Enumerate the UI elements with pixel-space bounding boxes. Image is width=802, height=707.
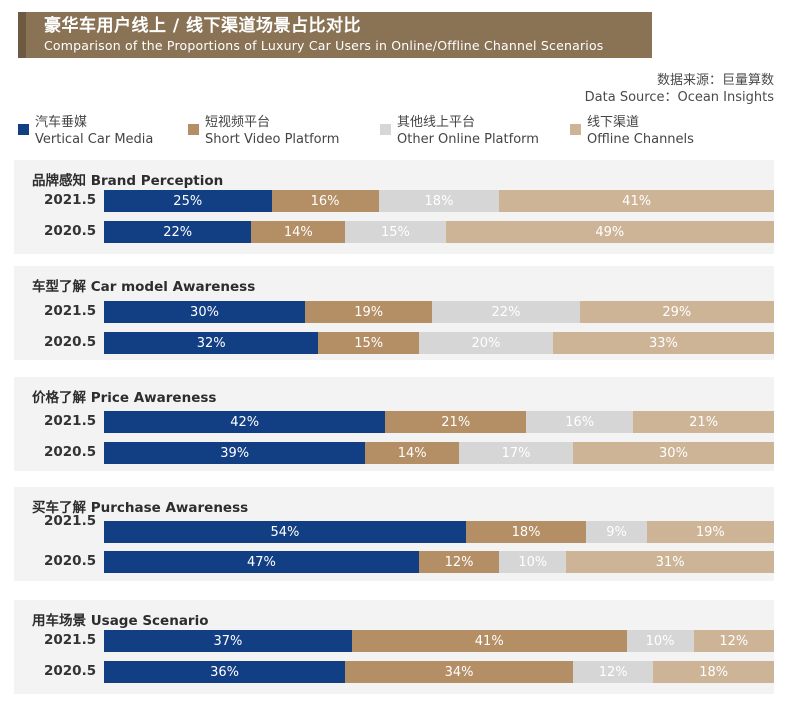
bar-segment: 16% <box>526 411 634 433</box>
row-label: 2020.5 <box>44 444 97 460</box>
stacked-bar: 30% 19% 22% 29% <box>104 301 774 323</box>
bar-segment: 18% <box>465 521 587 543</box>
legend-label-en: Short Video Platform <box>205 132 340 147</box>
bar-segment: 39% <box>104 442 366 464</box>
legend-label-en: Other Online Platform <box>397 132 539 147</box>
bar-segment: 31% <box>566 551 774 573</box>
data-source: 数据来源：巨量算数 Data Source：Ocean Insights <box>585 72 774 106</box>
bar-segment: 19% <box>305 301 433 323</box>
bar-segment: 54% <box>104 521 466 543</box>
row-label: 2020.5 <box>44 223 97 239</box>
bar-segment: 10% <box>626 630 694 652</box>
legend-label: 线下渠道 Offline Channels <box>587 114 694 148</box>
bar-segment: 32% <box>104 332 319 354</box>
data-source-zh: 数据来源：巨量算数 <box>656 73 774 88</box>
group-title: 车型了解 Car model Awareness <box>32 279 256 295</box>
bar-segment: 49% <box>445 221 774 243</box>
row-label: 2020.5 <box>44 334 97 350</box>
stacked-bar: 47% 12% 10% 31% <box>104 551 774 573</box>
row-label: 2021.5 <box>44 303 97 319</box>
bar-segment: 15% <box>318 332 419 354</box>
bar-segment: 30% <box>104 301 305 323</box>
row-label: 2020.5 <box>44 663 97 679</box>
bar-segment: 42% <box>104 411 386 433</box>
legend-swatch <box>18 124 29 135</box>
legend-label-zh: 短视频平台 <box>205 115 271 130</box>
bar-segment: 36% <box>104 661 346 683</box>
bar-segment: 22% <box>432 301 580 323</box>
chart-group-panel: 价格了解 Price Awareness 2021.5 42% 21% 16% 21% 20… <box>14 377 774 471</box>
group-title: 买车了解 Purchase Awareness <box>32 500 249 516</box>
bar-segment: 41% <box>499 190 774 212</box>
row-label: 2021.5 <box>44 413 97 429</box>
stacked-bar: 37% 41% 10% 12% <box>104 630 774 652</box>
bar-segment: 37% <box>104 630 352 652</box>
bar-segment: 41% <box>351 630 627 652</box>
bar-segment: 18% <box>378 190 500 212</box>
legend-label-zh: 汽车垂媒 <box>35 115 88 130</box>
legend-label-en: Offline Channels <box>587 132 694 147</box>
chart-header: 豪华车用户线上 / 线下渠道场景占比对比 Comparison of the P… <box>18 12 652 58</box>
bar-segment: 21% <box>385 411 527 433</box>
bar-segment: 18% <box>653 661 774 683</box>
legend-swatch <box>380 124 391 135</box>
row-label: 2021.5 <box>44 632 97 648</box>
chart-group-panel: 买车了解 Purchase Awareness 2021.5 54% 18% 9% 19%… <box>14 487 774 581</box>
stacked-bar: 39% 14% 17% 30% <box>104 442 774 464</box>
bar-segment: 15% <box>345 221 446 243</box>
bar-segment: 12% <box>693 630 774 652</box>
stacked-bar: 54% 18% 9% 19% <box>104 521 774 543</box>
legend-label: 其他线上平台 Other Online Platform <box>397 114 539 148</box>
bar-segment: 25% <box>104 190 272 212</box>
bar-segment: 19% <box>646 521 774 543</box>
stacked-bar: 42% 21% 16% 21% <box>104 411 774 433</box>
group-title: 品牌感知 Brand Perception <box>32 173 224 189</box>
row-label: 2020.5 <box>44 553 97 569</box>
bar-segment: 20% <box>418 332 553 354</box>
bar-segment: 34% <box>345 661 573 683</box>
row-label: 2021.5 <box>44 192 97 208</box>
chart-group-panel: 用车场景 Usage Scenario 2021.5 37% 41% 10% 12% 202… <box>14 600 774 694</box>
bar-segment: 30% <box>572 442 774 464</box>
chart-group-panel: 车型了解 Car model Awareness 2021.5 30% 19% 22% 2… <box>14 266 774 360</box>
row-label: 2021.5 <box>44 513 97 529</box>
legend-label-zh: 其他线上平台 <box>397 115 476 130</box>
chart-group-panel: 品牌感知 Brand Perception 2021.5 25% 16% 18% 41% 2… <box>14 160 774 254</box>
stacked-bar: 22% 14% 15% 49% <box>104 221 774 243</box>
bar-segment: 10% <box>499 551 567 573</box>
group-title: 价格了解 Price Awareness <box>32 390 217 406</box>
bar-segment: 14% <box>365 442 460 464</box>
data-source-en: Data Source：Ocean Insights <box>584 90 774 105</box>
bar-segment: 14% <box>251 221 346 243</box>
legend-swatch <box>570 124 581 135</box>
legend-swatch <box>188 124 199 135</box>
legend-label: 汽车垂媒 Vertical Car Media <box>35 114 153 148</box>
bar-segment: 47% <box>104 551 419 573</box>
stacked-bar: 36% 34% 12% 18% <box>104 661 774 683</box>
legend-label-zh: 线下渠道 <box>587 115 640 130</box>
stacked-bar: 32% 15% 20% 33% <box>104 332 774 354</box>
bar-segment: 22% <box>104 221 252 243</box>
chart-title-en: Comparison of the Proportions of Luxury … <box>44 38 604 53</box>
legend-label-en: Vertical Car Media <box>35 132 154 147</box>
bar-segment: 17% <box>459 442 573 464</box>
legend-label: 短视频平台 Short Video Platform <box>205 114 339 148</box>
bar-segment: 12% <box>572 661 654 683</box>
bar-segment: 21% <box>633 411 774 433</box>
bar-segment: 9% <box>586 521 647 543</box>
stacked-bar: 25% 16% 18% 41% <box>104 190 774 212</box>
chart-title-zh: 豪华车用户线上 / 线下渠道场景占比对比 <box>44 16 362 36</box>
bar-segment: 29% <box>579 301 774 323</box>
bar-segment: 33% <box>552 332 774 354</box>
bar-segment: 16% <box>271 190 379 212</box>
group-title: 用车场景 Usage Scenario <box>32 613 209 629</box>
bar-segment: 12% <box>418 551 500 573</box>
